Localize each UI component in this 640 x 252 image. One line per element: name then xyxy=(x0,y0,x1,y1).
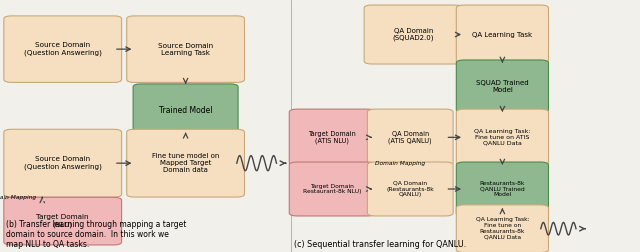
FancyBboxPatch shape xyxy=(4,129,122,197)
Text: QA Learning Task:
Fine tune on ATIS
QANLU Data: QA Learning Task: Fine tune on ATIS QANL… xyxy=(474,129,531,146)
FancyBboxPatch shape xyxy=(364,5,463,64)
Text: Source Domain
(Question Answering): Source Domain (Question Answering) xyxy=(24,42,102,56)
Text: (b) Transfer learning through mapping a target
domain to source domain.  In this: (b) Transfer learning through mapping a … xyxy=(6,220,187,249)
Text: QA Domain
(ATIS QANLU): QA Domain (ATIS QANLU) xyxy=(388,131,432,144)
FancyBboxPatch shape xyxy=(456,60,548,113)
Text: Domain Mapping: Domain Mapping xyxy=(375,161,425,166)
Text: QA Learning Task: QA Learning Task xyxy=(472,32,532,38)
Text: SQUAD Trained
Model: SQUAD Trained Model xyxy=(476,80,529,93)
FancyBboxPatch shape xyxy=(456,162,548,216)
FancyBboxPatch shape xyxy=(127,16,244,82)
FancyBboxPatch shape xyxy=(289,109,375,166)
FancyBboxPatch shape xyxy=(127,129,244,197)
FancyBboxPatch shape xyxy=(456,109,548,166)
Text: Source Domain
Learning Task: Source Domain Learning Task xyxy=(158,43,213,56)
Text: Target Domain
(NLU): Target Domain (NLU) xyxy=(36,214,89,228)
FancyBboxPatch shape xyxy=(289,162,375,216)
Text: Domain Mapping: Domain Mapping xyxy=(0,195,36,200)
FancyBboxPatch shape xyxy=(4,16,122,82)
FancyBboxPatch shape xyxy=(367,109,453,166)
FancyBboxPatch shape xyxy=(4,197,122,245)
Text: Restaurants-8k
QANLU Trained
Model: Restaurants-8k QANLU Trained Model xyxy=(480,181,525,197)
Text: QA Domain
(Restaurants-8k
QANLU): QA Domain (Restaurants-8k QANLU) xyxy=(387,181,434,197)
Text: Fine tune model on
Mapped Target
Domain data: Fine tune model on Mapped Target Domain … xyxy=(152,153,220,173)
FancyBboxPatch shape xyxy=(133,84,238,137)
Text: (c) Sequential transfer learning for QANLU.: (c) Sequential transfer learning for QAN… xyxy=(294,240,467,249)
FancyBboxPatch shape xyxy=(456,5,548,64)
Text: Trained Model: Trained Model xyxy=(159,106,212,115)
FancyBboxPatch shape xyxy=(456,205,548,252)
Text: Target Domain
(ATIS NLU): Target Domain (ATIS NLU) xyxy=(308,131,356,144)
Text: QA Learning Task:
Fine tune on
Restaurants-8k
QANLU Data: QA Learning Task: Fine tune on Restauran… xyxy=(476,217,529,240)
FancyBboxPatch shape xyxy=(367,162,453,216)
Text: Target Domain
Restaurant-8k NLU): Target Domain Restaurant-8k NLU) xyxy=(303,184,362,194)
Text: QA Domain
(SQUAD2.0): QA Domain (SQUAD2.0) xyxy=(393,28,434,41)
Text: Source Domain
(Question Answering): Source Domain (Question Answering) xyxy=(24,156,102,170)
